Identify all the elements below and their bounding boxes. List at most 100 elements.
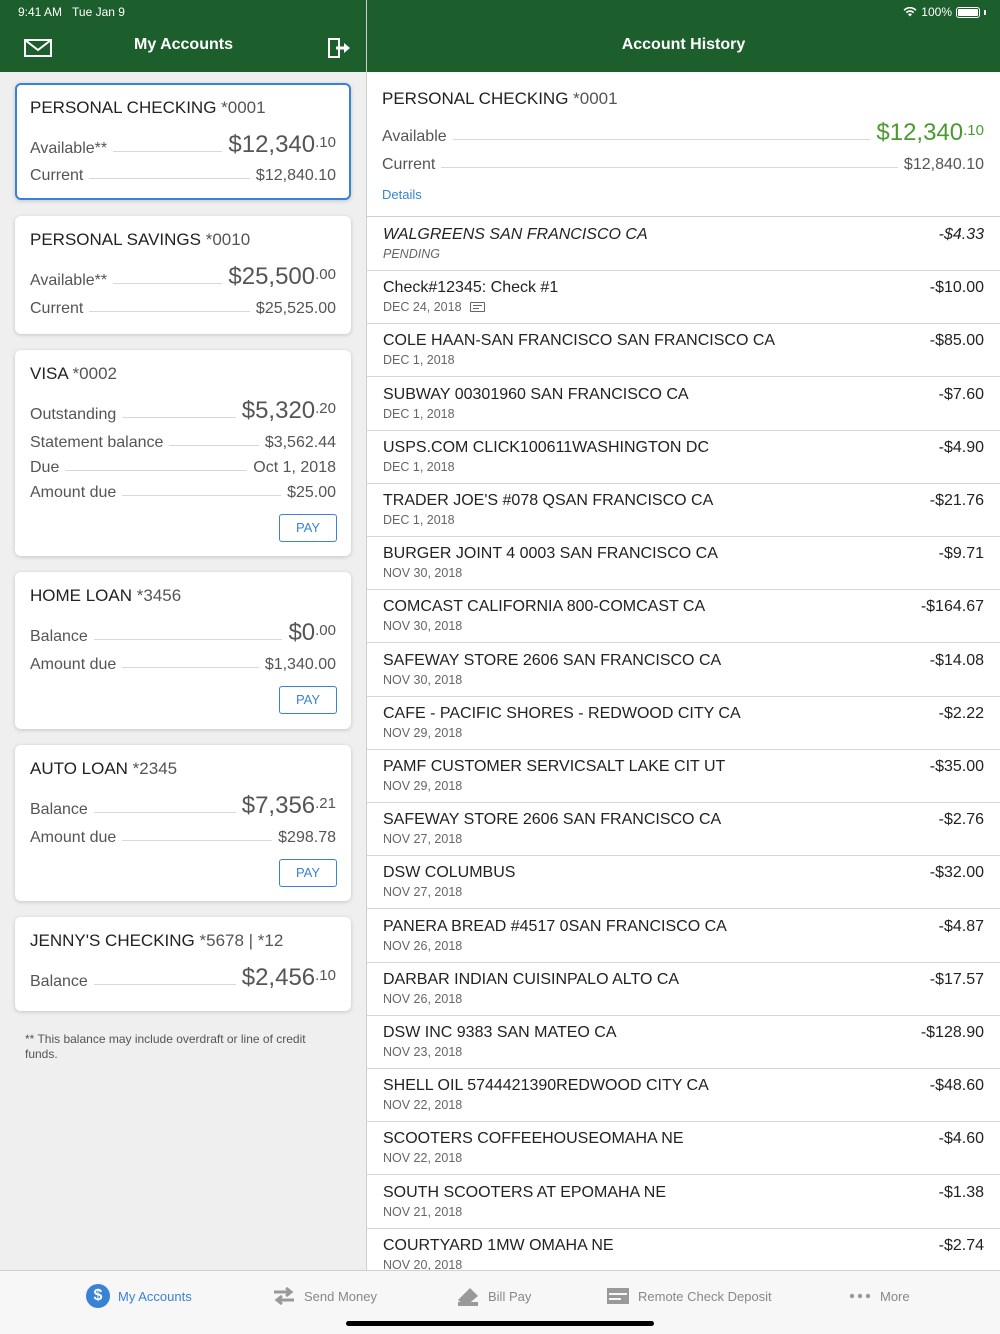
check-image-icon[interactable] bbox=[469, 302, 485, 313]
account-card-jennys-checking[interactable]: JENNY'S CHECKING *5678 | *12 Balance $2,… bbox=[15, 917, 351, 1011]
pay-button[interactable]: PAY bbox=[279, 859, 337, 887]
pane-divider bbox=[366, 0, 367, 1270]
transaction-date: NOV 20, 2018 bbox=[383, 1257, 463, 1270]
transaction-row[interactable]: PANERA BREAD #4517 0SAN FRANCISCO CA NOV … bbox=[367, 910, 1000, 963]
account-card-auto-loan[interactable]: AUTO LOAN *2345 Balance $7,356.21 Amount… bbox=[15, 745, 351, 901]
transfer-arrows-icon bbox=[274, 1286, 294, 1306]
statement-balance-row: Statement balance $3,562.44 bbox=[30, 428, 336, 452]
transaction-date: DEC 1, 2018 bbox=[383, 459, 455, 474]
transaction-amount: -$2.76 bbox=[938, 811, 984, 829]
transaction-date: NOV 27, 2018 bbox=[383, 832, 463, 847]
transaction-date: NOV 23, 2018 bbox=[383, 1045, 463, 1059]
history-available-amount: $12,340.10 bbox=[876, 119, 984, 146]
transaction-row[interactable]: DARBAR INDIAN CUISINPALO ALTO CA NOV 26, … bbox=[367, 963, 1000, 1016]
transaction-amount: -$9.71 bbox=[938, 545, 984, 563]
transaction-row[interactable]: DSW COLUMBUS NOV 27, 2018 -$32.00 bbox=[367, 856, 1000, 910]
row-label: Balance bbox=[30, 628, 88, 645]
account-card-personal-checking[interactable]: PERSONAL CHECKING *0001 Available** $12,… bbox=[15, 83, 351, 200]
transaction-amount: -$2.22 bbox=[938, 704, 984, 722]
transaction-row[interactable]: COLE HAAN-SAN FRANCISCO SAN FRANCISCO CA… bbox=[367, 324, 1000, 378]
transaction-date: DEC 1, 2018 bbox=[383, 406, 455, 421]
transaction-date: NOV 30, 2018 bbox=[383, 566, 463, 581]
transaction-amount: -$10.00 bbox=[929, 279, 984, 297]
row-label: Available** bbox=[30, 272, 108, 289]
transaction-row[interactable]: TRADER JOE'S #078 QSAN FRANCISCO CA DEC 1… bbox=[367, 484, 1000, 537]
amount-due-row: Amount due $25.00 bbox=[30, 478, 336, 502]
transaction-row[interactable]: WALGREENS SAN FRANCISCO CA PENDING -$4.33 bbox=[367, 218, 1000, 271]
row-label: Amount due bbox=[30, 829, 117, 846]
transaction-row[interactable]: CAFE - PACIFIC SHORES - REDWOOD CITY CA N… bbox=[367, 697, 1000, 750]
transaction-date: NOV 26, 2018 bbox=[383, 991, 463, 1006]
available-amount: $25,500.00 bbox=[228, 263, 336, 290]
transaction-description: PAMF CUSTOMER SERVICSALT LAKE CIT UT bbox=[383, 758, 726, 775]
history-account-title: PERSONAL CHECKING *0001 bbox=[382, 89, 618, 108]
transaction-row[interactable]: SAFEWAY STORE 2606 SAN FRANCISCO CA NOV 3… bbox=[367, 644, 1000, 697]
transaction-amount: -$4.87 bbox=[938, 917, 984, 935]
account-card-personal-savings[interactable]: PERSONAL SAVINGS *0010 Available** $25,5… bbox=[15, 216, 351, 334]
transaction-amount: -$85.00 bbox=[929, 332, 984, 350]
available-amount: $12,340.10 bbox=[228, 131, 336, 158]
transaction-row[interactable]: BURGER JOINT 4 0003 SAN FRANCISCO CA NOV … bbox=[367, 537, 1000, 591]
tab-my-accounts[interactable]: $ My Accounts bbox=[86, 1283, 192, 1309]
transaction-amount: -$21.76 bbox=[929, 492, 984, 509]
row-label: Available bbox=[382, 128, 447, 145]
bill-pay-icon bbox=[458, 1288, 478, 1306]
transaction-date: NOV 29, 2018 bbox=[383, 779, 463, 793]
transaction-amount: -$14.08 bbox=[929, 651, 984, 669]
transaction-description: COLE HAAN-SAN FRANCISCO SAN FRANCISCO CA bbox=[383, 332, 776, 350]
row-label: Outstanding bbox=[30, 406, 117, 423]
transaction-row[interactable]: SUBWAY 00301960 SAN FRANCISCO CA DEC 1, 2… bbox=[367, 378, 1000, 431]
transaction-row[interactable]: COMCAST CALIFORNIA 800-COMCAST CA NOV 30,… bbox=[367, 590, 1000, 644]
account-card-visa[interactable]: VISA *0002 Outstanding $5,320.20 Stateme… bbox=[15, 350, 351, 556]
transaction-description: USPS.COM CLICK100611WASHINGTON DC bbox=[383, 438, 710, 456]
battery-percent: 100% bbox=[921, 5, 952, 19]
transaction-description: DARBAR INDIAN CUISINPALO ALTO CA bbox=[383, 970, 680, 988]
transaction-row[interactable]: USPS.COM CLICK100611WASHINGTON DC DEC 1, … bbox=[367, 431, 1000, 484]
status-right: 100% bbox=[903, 5, 986, 19]
current-amount: $25,525.00 bbox=[255, 300, 336, 317]
pay-button[interactable]: PAY bbox=[279, 514, 337, 542]
account-card-home-loan[interactable]: HOME LOAN *3456 Balance $0.00 Amount due… bbox=[15, 572, 351, 729]
outstanding-amount: $5,320.20 bbox=[241, 397, 336, 424]
amount-due-row: Amount due $1,340.00 bbox=[30, 650, 336, 674]
transaction-description: SAFEWAY STORE 2606 SAN FRANCISCO CA bbox=[383, 811, 722, 829]
status-bar: 9:41 AM Tue Jan 9 100% bbox=[0, 0, 1000, 24]
tab-label: More bbox=[880, 1288, 910, 1304]
outstanding-row: Outstanding $5,320.20 bbox=[30, 398, 336, 424]
row-label: Available** bbox=[30, 140, 108, 157]
transaction-date: DEC 1, 2018 bbox=[383, 513, 455, 527]
due-date: Oct 1, 2018 bbox=[253, 459, 336, 476]
transaction-amount: -$48.60 bbox=[929, 1077, 984, 1095]
logout-icon[interactable] bbox=[326, 36, 352, 60]
tab-bill-pay[interactable]: Bill Pay bbox=[456, 1283, 531, 1309]
due-row: Due Oct 1, 2018 bbox=[30, 453, 336, 477]
wifi-icon bbox=[903, 7, 917, 17]
history-pane: PERSONAL CHECKING *0001 Available $12,34… bbox=[367, 72, 1000, 1270]
transaction-date: NOV 22, 2018 bbox=[383, 1151, 463, 1166]
details-link[interactable]: Details bbox=[382, 187, 422, 202]
pay-button[interactable]: PAY bbox=[279, 686, 337, 714]
tab-more[interactable]: More bbox=[848, 1283, 910, 1309]
balance-row: Balance $7,356.21 bbox=[30, 793, 336, 819]
transaction-amount: -$4.60 bbox=[938, 1130, 984, 1148]
transaction-row[interactable]: SCOOTERS COFFEEHOUSEOMAHA NE NOV 22, 2018… bbox=[367, 1122, 1000, 1176]
transaction-row[interactable]: SHELL OIL 5744421390REDWOOD CITY CA NOV 2… bbox=[367, 1069, 1000, 1123]
transaction-row[interactable]: Check#12345: Check #1 DEC 24, 2018 -$10.00 bbox=[367, 271, 1000, 325]
transaction-row[interactable]: PAMF CUSTOMER SERVICSALT LAKE CIT UT NOV … bbox=[367, 750, 1000, 803]
transaction-amount: -$128.90 bbox=[920, 1024, 984, 1041]
transaction-row[interactable]: DSW INC 9383 SAN MATEO CA NOV 23, 2018 -$1… bbox=[367, 1016, 1000, 1069]
current-row: Current $12,840.10 bbox=[30, 161, 336, 185]
transaction-row[interactable]: SOUTH SCOOTERS AT EPOMAHA NE NOV 21, 2018… bbox=[367, 1176, 1000, 1229]
transaction-row[interactable]: SAFEWAY STORE 2606 SAN FRANCISCO CA NOV 2… bbox=[367, 803, 1000, 857]
transaction-date: DEC 1, 2018 bbox=[383, 353, 455, 368]
statement-balance-amount: $3,562.44 bbox=[264, 434, 336, 451]
amount-due: $298.78 bbox=[278, 829, 336, 846]
available-row: Available** $12,340.10 bbox=[30, 132, 336, 158]
transaction-description: SUBWAY 00301960 SAN FRANCISCO CA bbox=[383, 385, 689, 403]
mail-icon[interactable] bbox=[24, 38, 52, 58]
tab-remote-check-deposit[interactable]: Remote Check Deposit bbox=[606, 1283, 772, 1309]
transaction-row[interactable]: COURTYARD 1MW OMAHA NE NOV 20, 2018 -$2.74 bbox=[367, 1229, 1000, 1270]
transaction-amount: -$7.60 bbox=[938, 385, 984, 403]
transaction-amount: -$2.74 bbox=[938, 1236, 984, 1254]
tab-send-money[interactable]: Send Money bbox=[272, 1283, 377, 1309]
